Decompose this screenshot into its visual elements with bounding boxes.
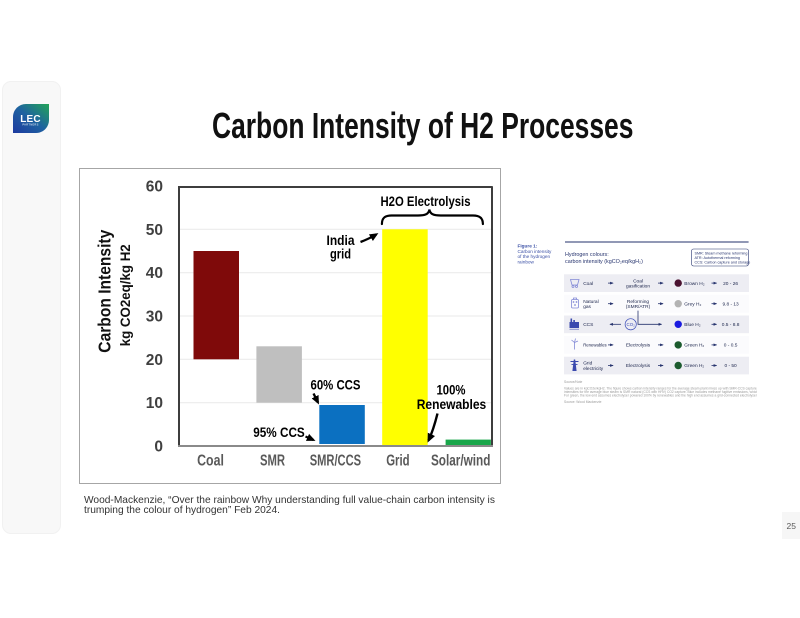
- svg-text:Green H₂: Green H₂: [684, 363, 704, 369]
- svg-text:For green, the low end assumes: For green, the low end assumes electroly…: [564, 394, 757, 398]
- svg-text:Coal: Coal: [583, 281, 593, 287]
- svg-text:0: 0: [154, 439, 163, 456]
- svg-text:intensities for the average bl: intensities for the average blue steam i…: [564, 390, 757, 394]
- svg-text:60% CCS: 60% CCS: [311, 377, 361, 393]
- svg-text:Coal: Coal: [633, 278, 643, 284]
- svg-text:9.8 - 13: 9.8 - 13: [722, 301, 739, 307]
- svg-text:20 - 26: 20 - 26: [723, 281, 738, 287]
- svg-text:PARTNERS: PARTNERS: [22, 123, 38, 127]
- svg-text:(SMR/ATR): (SMR/ATR): [626, 304, 651, 310]
- svg-text:of the hydrogen: of the hydrogen: [518, 254, 551, 259]
- svg-text:CCS: CCS: [583, 322, 593, 328]
- svg-text:SMR: SMR: [260, 453, 285, 470]
- svg-text:20: 20: [146, 352, 163, 369]
- svg-text:kg CO2eq/kg H2: kg CO2eq/kg H2: [117, 244, 133, 346]
- svg-text:CO₂: CO₂: [627, 322, 636, 327]
- svg-text:Natural: Natural: [583, 299, 598, 305]
- svg-text:30: 30: [146, 309, 163, 326]
- svg-text:60: 60: [146, 179, 163, 196]
- svg-text:40: 40: [146, 265, 163, 282]
- svg-text:0 - 50: 0 - 50: [724, 363, 737, 369]
- svg-text:Solar/wind: Solar/wind: [431, 453, 491, 470]
- svg-text:Green H₂: Green H₂: [684, 343, 704, 349]
- svg-text:gasification: gasification: [626, 284, 650, 290]
- svg-text:100%: 100%: [437, 382, 466, 398]
- svg-text:Grid: Grid: [583, 361, 592, 367]
- svg-text:0 - 0.5: 0 - 0.5: [724, 343, 738, 349]
- svg-text:rainbow: rainbow: [518, 259, 535, 264]
- svg-text:LEC: LEC: [20, 114, 41, 125]
- svg-text:Grid: Grid: [386, 453, 409, 470]
- svg-text:SMR: Steam methane reforming: SMR: Steam methane reforming: [695, 251, 748, 255]
- svg-text:95% CCS: 95% CCS: [253, 424, 305, 440]
- svg-text:SMR/CCS: SMR/CCS: [310, 453, 361, 470]
- svg-text:Blue H₂: Blue H₂: [684, 322, 700, 328]
- svg-text:CCS: Carbon capture and storag: CCS: Carbon capture and storage: [695, 261, 751, 265]
- svg-text:Renewables: Renewables: [583, 343, 607, 349]
- svg-text:Carbon Intensity: Carbon Intensity: [94, 229, 114, 352]
- svg-text:Renewables: Renewables: [417, 396, 487, 412]
- svg-text:Source: Wood Mackenzie: Source: Wood Mackenzie: [564, 400, 602, 404]
- svg-text:10: 10: [146, 395, 163, 412]
- svg-text:0.5 - 8.8: 0.5 - 8.8: [722, 322, 740, 328]
- svg-text:Carbon intensity: Carbon intensity: [518, 249, 553, 254]
- svg-text:Grey H₂: Grey H₂: [684, 301, 701, 307]
- svg-text:Coal: Coal: [197, 453, 224, 470]
- svg-text:Brown H₂: Brown H₂: [684, 281, 704, 287]
- svg-text:Source/Note: Source/Note: [564, 380, 582, 384]
- svg-text:gas: gas: [583, 305, 591, 310]
- svg-text:India: India: [327, 232, 355, 248]
- svg-text:Values are in kgCO2e/kgH2. The: Values are in kgCO2e/kgH2. The figure sh…: [564, 387, 757, 391]
- svg-text:grid: grid: [330, 246, 351, 262]
- svg-text:50: 50: [146, 222, 163, 239]
- svg-text:electricity: electricity: [583, 366, 604, 372]
- svg-text:carbon intensity (kgCO₂eq/kgH₂: carbon intensity (kgCO₂eq/kgH₂): [565, 259, 643, 265]
- svg-text:H2O Electrolysis: H2O Electrolysis: [381, 194, 471, 210]
- svg-text:Electrolysis: Electrolysis: [626, 343, 651, 349]
- svg-text:Electrolysis: Electrolysis: [626, 363, 651, 369]
- svg-text:ATR: Autothermal reforming: ATR: Autothermal reforming: [695, 256, 740, 260]
- svg-text:Reforming: Reforming: [627, 299, 649, 305]
- svg-text:Hydrogen colours:: Hydrogen colours:: [565, 252, 609, 258]
- svg-text:Figure 1:: Figure 1:: [518, 244, 538, 249]
